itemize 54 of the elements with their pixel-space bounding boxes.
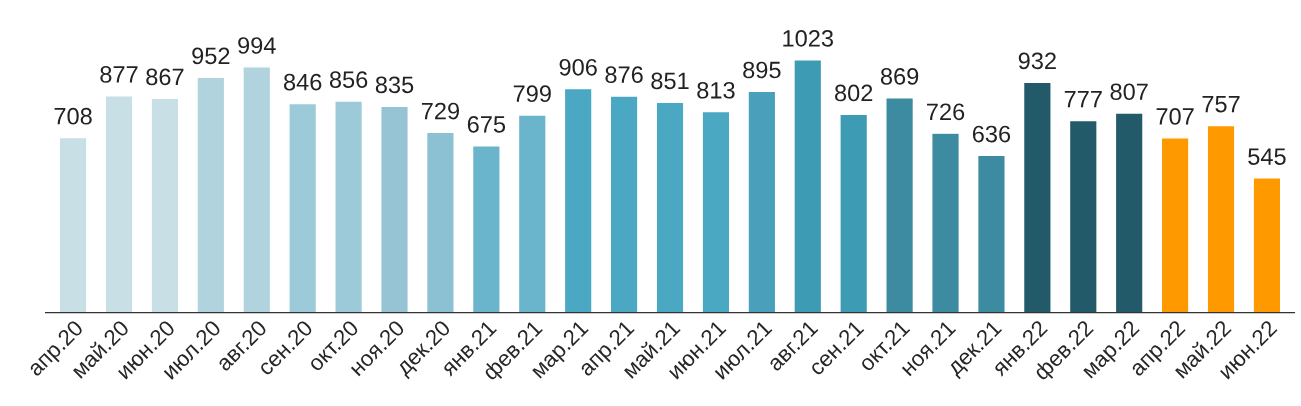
bar <box>839 113 869 313</box>
data-label: 906 <box>559 58 597 76</box>
data-label: 708 <box>54 107 92 125</box>
data-label: 876 <box>605 66 643 84</box>
data-label: 802 <box>835 84 873 102</box>
bar <box>885 97 915 313</box>
data-label: 707 <box>1156 108 1194 125</box>
bar <box>517 114 547 313</box>
data-label: 994 <box>238 37 276 54</box>
bar <box>563 87 593 313</box>
bar <box>334 100 364 313</box>
data-label: 726 <box>927 103 965 121</box>
bar <box>104 95 134 313</box>
bar <box>701 110 731 313</box>
bar <box>747 90 777 313</box>
data-label: 856 <box>329 71 368 88</box>
data-label: 932 <box>1018 52 1056 70</box>
bar <box>976 154 1006 313</box>
data-label: 1023 <box>783 29 833 47</box>
bar <box>380 105 409 313</box>
data-label: 895 <box>743 61 781 79</box>
data-label: 835 <box>375 76 414 94</box>
bar <box>1252 177 1282 313</box>
bar <box>425 131 455 313</box>
bar <box>793 59 823 313</box>
bar <box>931 132 960 313</box>
data-label: 636 <box>972 125 1011 143</box>
bar <box>471 145 501 313</box>
bar <box>196 76 226 313</box>
data-label: 799 <box>513 85 551 103</box>
bar <box>242 66 272 313</box>
data-label: 851 <box>651 72 689 90</box>
data-label: 729 <box>421 102 460 120</box>
data-label: 952 <box>192 47 230 65</box>
data-label: 757 <box>1202 95 1240 113</box>
bar <box>288 102 318 313</box>
bar <box>1114 112 1144 313</box>
bar <box>150 97 180 313</box>
bar <box>1022 81 1052 313</box>
data-label: 869 <box>880 68 919 85</box>
bar <box>655 101 685 313</box>
bar <box>1160 137 1190 313</box>
bar <box>609 95 639 313</box>
data-label: 545 <box>1248 148 1286 165</box>
bar <box>1068 119 1098 313</box>
data-label: 813 <box>697 81 735 99</box>
data-label: 846 <box>284 73 322 91</box>
bar <box>1206 124 1236 313</box>
data-label: 675 <box>467 116 506 133</box>
data-label: 777 <box>1064 91 1102 108</box>
data-label: 807 <box>1110 83 1148 101</box>
data-label: 867 <box>146 68 184 86</box>
bar <box>58 136 88 313</box>
data-label: 877 <box>100 66 138 83</box>
